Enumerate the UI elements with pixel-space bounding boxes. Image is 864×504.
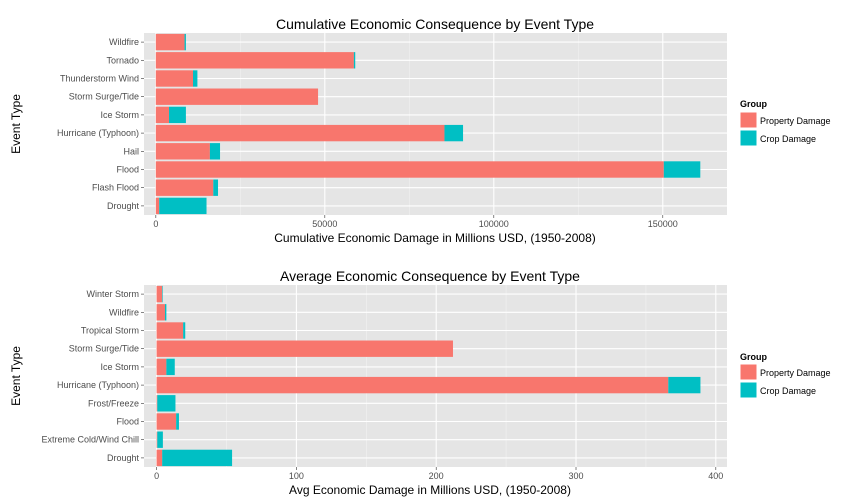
cumulative-x-axis-title: Cumulative Economic Damage in Millions U… [274,231,595,245]
cumulative-bar-flash-flood-crop [213,179,219,196]
cumulative-bar-wildfire-crop [184,33,186,51]
cumulative-bar-storm-surge-tide-property [155,88,319,105]
average-bar-frost-freeze-property [156,395,158,412]
average-major-grid [144,285,727,467]
cumulative-bar-hail-property [155,143,210,160]
cumulative-bars [155,33,701,215]
cumulative-y-tick-label-thunderstorm-wind: Thunderstorm Wind [60,74,139,84]
cumulative-bar-thunderstorm-wind-crop [193,70,198,87]
average-chart-title: Average Economic Consequence by Event Ty… [280,268,580,284]
cumulative-x-tick-label-0: 0 [153,219,158,229]
average-bar-winter-storm-crop [162,285,163,303]
average-bar-drought-crop [162,449,233,467]
average-x-tick-label-0: 0 [154,471,159,481]
average-chart: Winter Storm Wildfire Tropical Storm Storm … [9,268,831,497]
cumulative-y-ticks: Wildfire Tornado Thunderstorm Wind Storm Su… [57,37,144,211]
average-bar-tropical-storm-crop [183,322,186,339]
average-x-ticks: 0 100 200 300 400 [154,467,723,481]
average-y-tick-label-frost-freeze: Frost/Freeze [88,398,139,408]
average-bar-wildfire-property [156,304,165,321]
cumulative-bar-ice-storm-property [155,106,170,124]
average-bar-ice-storm-property [156,358,167,376]
average-legend-swatch-property [739,363,758,381]
cumulative-bar-ice-storm-crop [169,106,186,124]
average-legend-swatch-crop [739,381,758,399]
average-bar-extreme-cold-wind-chill-crop [157,431,163,448]
average-x-tick-label-200: 200 [429,471,444,481]
cumulative-legend-swatch-property [739,111,758,129]
average-x-tick-label-400: 400 [708,471,723,481]
average-y-tick-label-ice-storm: Ice Storm [100,362,139,372]
cumulative-bar-tornado-crop [353,52,356,69]
cumulative-legend-label-crop: Crop Damage [760,134,816,144]
cumulative-y-tick-label-storm-surge-tide: Storm Surge/Tide [69,92,139,102]
average-y-tick-label-hurricane-typhoon: Hurricane (Typhoon) [57,380,139,390]
cumulative-y-tick-label-flash-flood: Flash Flood [92,183,139,193]
cumulative-bar-drought-crop [159,197,207,215]
cumulative-bar-wildfire-property [155,33,185,51]
cumulative-y-tick-label-tornado: Tornado [106,55,139,65]
average-bar-storm-surge-tide-property [156,340,453,357]
average-x-axis-title: Avg Economic Damage in Millions USD, (19… [289,483,571,497]
cumulative-x-tick-label-150000: 150000 [648,219,678,229]
average-bar-flood-crop [176,413,179,430]
cumulative-y-tick-label-ice-storm: Ice Storm [100,110,139,120]
cumulative-bar-thunderstorm-wind-property [155,70,194,87]
cumulative-legend-label-property: Property Damage [760,116,831,126]
average-bar-extreme-cold-wind-chill-property [156,431,158,448]
average-bar-winter-storm-property [156,285,163,303]
cumulative-chart-title: Cumulative Economic Consequence by Event… [276,16,594,32]
cumulative-bar-hail-crop [209,143,221,160]
average-bar-hurricane-typhoon-property [156,376,669,394]
cumulative-y-tick-label-hurricane-typhoon: Hurricane (Typhoon) [57,128,139,138]
average-y-tick-label-wildfire: Wildfire [109,307,139,317]
cumulative-x-tick-label-100000: 100000 [479,219,509,229]
average-y-tick-label-drought: Drought [107,453,140,463]
cumulative-bar-flood-crop [663,161,701,178]
average-y-ticks: Winter Storm Wildfire Tropical Storm Storm … [41,289,144,463]
cumulative-bar-drought-property [155,197,160,215]
average-y-tick-label-winter-storm: Winter Storm [86,289,139,299]
average-minor-grid [226,285,647,467]
average-plot-panel [144,285,727,467]
average-bar-flood-property [156,413,177,430]
cumulative-bar-hurricane-typhoon-crop [444,124,464,142]
average-bar-frost-freeze-crop [157,395,176,412]
average-y-tick-label-storm-surge-tide: Storm Surge/Tide [69,344,139,354]
cumulative-legend-swatch-crop [739,129,758,147]
cumulative-y-axis-title: Event Type [9,94,23,154]
average-bar-wildfire-crop [164,304,167,321]
average-y-tick-label-flood: Flood [116,417,139,427]
average-y-axis-title: Event Type [9,346,23,406]
cumulative-x-tick-label-50000: 50000 [312,219,337,229]
cumulative-y-tick-label-wildfire: Wildfire [109,37,139,47]
average-legend: Group Property Damage Crop Damage [739,352,831,399]
average-bar-ice-storm-crop [166,358,175,376]
cumulative-bar-flash-flood-property [155,179,214,196]
cumulative-bar-flood-property [155,161,664,178]
average-legend-title: Group [740,352,767,362]
average-bar-hurricane-typhoon-crop [668,376,701,394]
cumulative-chart: Wildfire Tornado Thunderstorm Wind Storm Su… [9,16,831,245]
cumulative-bar-tornado-property [155,52,354,69]
average-x-tick-label-100: 100 [289,471,304,481]
average-bar-drought-property [156,449,163,467]
cumulative-y-tick-label-drought: Drought [107,201,140,211]
average-legend-label-property: Property Damage [760,368,831,378]
average-y-tick-label-tropical-storm: Tropical Storm [81,326,139,336]
average-legend-label-crop: Crop Damage [760,386,816,396]
cumulative-x-ticks: 0 50000 100000 150000 [153,215,678,229]
average-bars [156,285,701,467]
cumulative-y-tick-label-flood: Flood [116,165,139,175]
cumulative-legend-title: Group [740,99,767,109]
cumulative-bar-hurricane-typhoon-property [155,124,445,142]
cumulative-legend: Group Property Damage Crop Damage [739,99,831,147]
average-y-tick-label-extreme-cold-wind-chill: Extreme Cold/Wind Chill [41,435,139,445]
average-bar-tropical-storm-property [156,322,184,339]
average-x-tick-label-300: 300 [568,471,583,481]
cumulative-y-tick-label-hail: Hail [123,146,139,156]
